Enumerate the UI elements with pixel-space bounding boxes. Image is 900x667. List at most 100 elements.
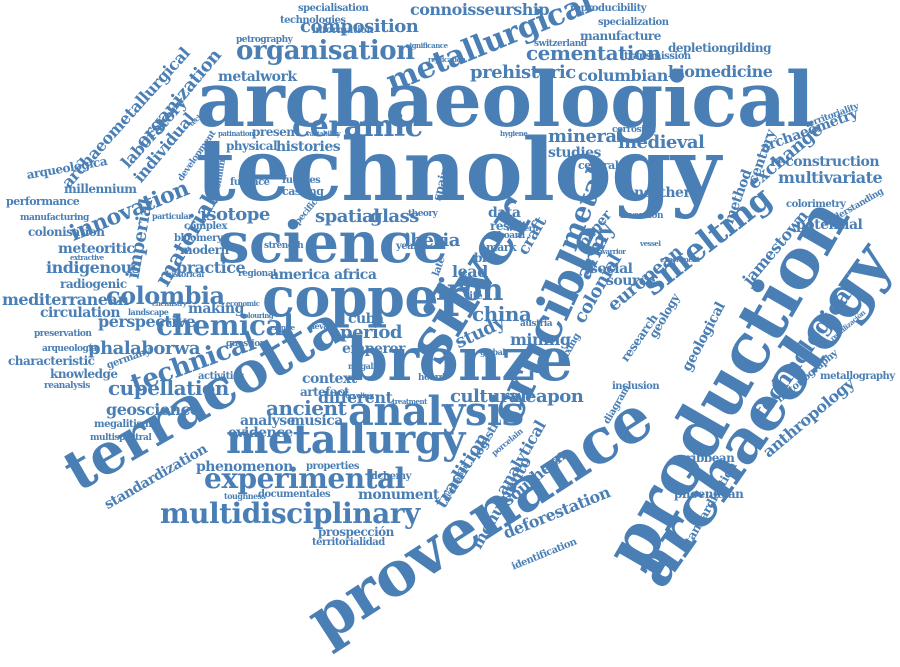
word-geoscience: geoscience — [106, 400, 200, 419]
word-bronze: bronze — [346, 325, 573, 395]
word-petrography: petrography — [236, 35, 293, 45]
word-millennium: millennium — [64, 182, 137, 196]
word-phoenician: phoenician — [674, 487, 744, 501]
word-emperor: emperor — [342, 341, 406, 357]
word-fuentes: fuentes — [282, 175, 321, 186]
word-perspective: perspective — [98, 312, 196, 331]
word-reconstruction: reconstruction — [770, 154, 880, 170]
word-practice: practice — [176, 258, 246, 277]
word-physical: physical — [226, 139, 278, 153]
word-evidence: evidence — [228, 425, 293, 441]
word-knowledge: knowledge — [50, 367, 118, 381]
word-specialization: specialization — [598, 17, 669, 28]
word-biomedicine: biomedicine — [668, 62, 773, 81]
word-metallography: metallography — [820, 371, 895, 382]
word-multispectral: multispectral — [90, 433, 152, 443]
word-northern: northern — [634, 185, 701, 201]
word-cultural: cultural — [450, 386, 527, 407]
word-mediterranean: mediterranean — [2, 290, 129, 309]
word-preservation: preservation — [34, 329, 92, 339]
word-invention: invention — [620, 211, 664, 221]
word-replication: replication — [428, 55, 466, 64]
word-characteristic: characteristic — [8, 354, 95, 368]
word-modern: modern — [180, 243, 229, 257]
word-inclusion: inclusion — [612, 381, 660, 392]
word-colorimetry: colorimetry — [786, 199, 846, 210]
word-iron: iron — [436, 273, 504, 308]
word-organisation: organisation — [236, 36, 415, 66]
word-extractive: extractive — [70, 253, 104, 262]
word-colonisation: colonisation — [28, 225, 105, 239]
word-cuba: cuba — [348, 311, 384, 327]
word-activities: activities — [198, 371, 245, 382]
word-isotope: isotope — [200, 204, 270, 225]
word-glass: glass — [370, 206, 419, 227]
word-patination: patination — [218, 129, 254, 138]
word-data: data — [488, 205, 521, 221]
word-treatment: treatment — [392, 397, 427, 406]
word-board: board — [498, 231, 525, 241]
word-phenomenon: phenomenon — [196, 459, 293, 475]
word-multidisciplinary: multidisciplinary — [160, 497, 420, 530]
word-columbian: columbian — [578, 66, 668, 85]
word-hygiene: hygiene — [500, 129, 528, 138]
word-switzerland: switzerland — [534, 39, 587, 49]
word-mining: mining — [510, 330, 571, 349]
word-colombia: colombia — [106, 281, 225, 310]
word-megalitismo: megalitismo — [94, 419, 158, 430]
word-documentales: documentales — [258, 489, 331, 500]
word-furnace: furnace — [230, 177, 270, 188]
word-medieval: medieval — [618, 132, 705, 153]
word-context: context — [302, 371, 357, 387]
word-casting: casting — [282, 185, 324, 198]
word-period: period — [340, 322, 402, 343]
word-histories: histories — [276, 139, 341, 155]
word-strength: strength — [264, 241, 304, 251]
word-analysis: analysis — [348, 388, 524, 435]
word-western: western — [506, 223, 538, 233]
word-potential: potential — [796, 217, 863, 233]
word-performance: performance — [6, 195, 80, 208]
word-properties: properties — [306, 461, 359, 472]
word-circulation: circulation — [40, 305, 121, 321]
word-social: social — [590, 261, 633, 277]
word-different: different — [318, 388, 393, 407]
word-life: life — [466, 291, 483, 302]
word-specialisation: specialisation — [298, 3, 369, 14]
word-technology: technology — [196, 120, 721, 221]
word-china: china — [472, 302, 532, 326]
word-theory: theory — [408, 209, 438, 219]
word-technologies: technologies — [280, 15, 346, 26]
word-cementation: cementation — [526, 41, 661, 65]
word-connoisseurship: connoisseurship — [410, 0, 550, 19]
word-america: america — [270, 267, 330, 283]
word-corrosion: corrosion — [612, 125, 656, 135]
word-analyse: analyse — [240, 413, 296, 429]
word-bras: bras — [474, 251, 502, 265]
word-vessel: vessel — [640, 239, 661, 248]
word-recycling: recycling — [342, 391, 374, 400]
word-arqueologia: arqueología — [42, 344, 97, 354]
word-radiogenic: radiogenic — [60, 277, 127, 291]
word-central: central — [578, 159, 619, 172]
word-toughness: toughness — [224, 491, 266, 501]
word-lead: lead — [452, 262, 488, 281]
word-indigenous: indigenous — [46, 258, 141, 277]
word-significance: significance — [406, 41, 448, 50]
word-reanalysis: reanalysis — [44, 381, 90, 391]
word-metalwork: metalwork — [218, 69, 297, 85]
word-experimental: experimental — [204, 462, 405, 495]
word-alchemy: alchemy — [368, 471, 411, 482]
word-weapon: weapon — [510, 386, 584, 407]
word-chemistry: chemistry — [152, 299, 187, 308]
word-question: question — [226, 339, 266, 349]
word-musica: musica — [290, 413, 343, 429]
word-transmission: transmission — [624, 51, 691, 62]
word-historical: historical — [166, 269, 204, 279]
word-artefact: artefact — [300, 385, 350, 399]
word-science: science — [218, 210, 448, 276]
word-copper: copper — [262, 265, 467, 329]
word-regional: regional — [238, 269, 276, 279]
word-levant: levant — [312, 321, 337, 331]
word-colouring: colouring — [240, 311, 274, 320]
